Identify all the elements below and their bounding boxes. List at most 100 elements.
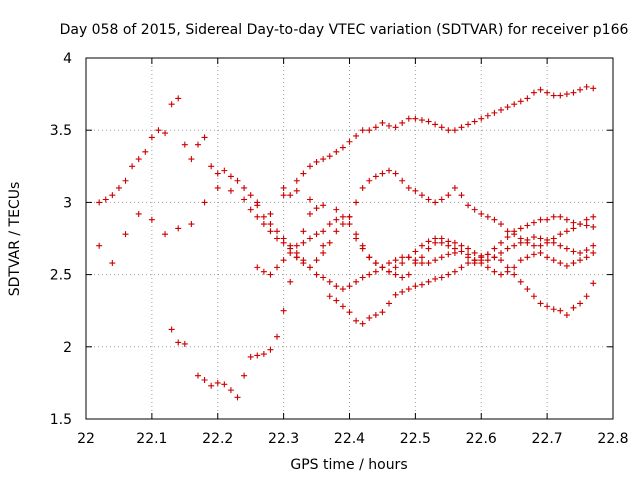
data-point xyxy=(392,257,399,264)
data-point xyxy=(425,118,432,125)
data-point xyxy=(438,196,445,203)
data-point xyxy=(372,173,379,180)
data-point xyxy=(175,95,182,102)
data-point xyxy=(148,216,155,223)
data-point xyxy=(267,228,274,235)
data-point xyxy=(425,278,432,285)
data-point xyxy=(577,300,584,307)
data-point xyxy=(504,234,511,241)
data-point xyxy=(346,221,353,228)
data-point xyxy=(498,106,505,113)
data-point xyxy=(438,239,445,246)
data-point xyxy=(366,271,373,278)
data-point xyxy=(445,251,452,258)
data-point xyxy=(300,170,307,177)
data-point xyxy=(445,192,452,199)
data-point xyxy=(465,121,472,128)
data-point xyxy=(339,144,346,151)
data-point xyxy=(399,260,406,267)
data-point xyxy=(320,156,327,163)
data-point xyxy=(504,104,511,111)
data-point xyxy=(267,346,274,353)
data-point xyxy=(386,122,393,129)
data-point xyxy=(445,242,452,249)
data-point xyxy=(583,222,590,229)
data-point xyxy=(181,141,188,148)
data-point xyxy=(102,196,109,203)
data-point xyxy=(379,264,386,271)
data-point xyxy=(122,231,129,238)
data-point xyxy=(326,239,333,246)
data-point xyxy=(247,206,254,213)
data-point xyxy=(570,304,577,311)
data-point xyxy=(274,333,281,340)
data-point xyxy=(425,238,432,245)
data-point xyxy=(517,278,524,285)
y-axis-label: SDTVAR / TECUs xyxy=(7,182,23,297)
x-tick-label: 22.6 xyxy=(466,431,497,447)
data-point xyxy=(550,239,557,246)
data-point xyxy=(359,127,366,134)
data-point xyxy=(366,314,373,321)
data-point xyxy=(188,156,195,163)
data-point xyxy=(260,268,267,275)
data-point xyxy=(201,199,208,206)
data-point xyxy=(491,216,498,223)
data-point xyxy=(458,124,465,131)
data-point xyxy=(306,196,313,203)
data-point xyxy=(372,260,379,267)
data-point xyxy=(313,271,320,278)
data-point xyxy=(530,89,537,96)
data-point xyxy=(471,257,478,264)
data-point xyxy=(346,138,353,145)
data-point xyxy=(517,225,524,232)
data-point xyxy=(438,124,445,131)
data-point xyxy=(274,264,281,271)
data-point xyxy=(333,206,340,213)
data-points xyxy=(96,83,597,401)
data-point xyxy=(563,216,570,223)
data-point xyxy=(511,228,518,235)
data-point xyxy=(96,242,103,249)
data-point xyxy=(96,199,103,206)
data-point xyxy=(577,86,584,93)
data-point xyxy=(537,249,544,256)
data-point xyxy=(570,225,577,232)
data-point xyxy=(392,264,399,271)
data-point xyxy=(168,326,175,333)
data-point xyxy=(313,257,320,264)
data-point xyxy=(372,268,379,275)
data-point xyxy=(148,134,155,141)
data-point xyxy=(241,196,248,203)
data-point xyxy=(471,206,478,213)
data-point xyxy=(359,245,366,252)
data-point xyxy=(208,382,215,389)
data-point xyxy=(320,249,327,256)
data-point xyxy=(498,257,505,264)
data-point xyxy=(280,192,287,199)
data-point xyxy=(346,283,353,290)
data-point xyxy=(280,239,287,246)
data-point xyxy=(320,228,327,235)
x-tick-label: 22.7 xyxy=(532,431,563,447)
data-point xyxy=(274,228,281,235)
x-tick-label: 22 xyxy=(77,431,95,447)
data-point xyxy=(557,242,564,249)
data-point xyxy=(201,134,208,141)
data-point xyxy=(550,92,557,99)
data-point xyxy=(478,210,485,217)
data-point xyxy=(590,242,597,249)
data-point xyxy=(234,394,241,401)
data-point xyxy=(339,213,346,220)
y-tick-label: 2 xyxy=(63,340,72,356)
data-point xyxy=(544,254,551,261)
data-point xyxy=(386,300,393,307)
data-point xyxy=(379,309,386,316)
data-point xyxy=(221,167,228,174)
data-point xyxy=(458,192,465,199)
data-point xyxy=(353,199,360,206)
data-point xyxy=(583,247,590,254)
data-point xyxy=(418,260,425,267)
data-point xyxy=(399,119,406,126)
data-point xyxy=(438,274,445,281)
